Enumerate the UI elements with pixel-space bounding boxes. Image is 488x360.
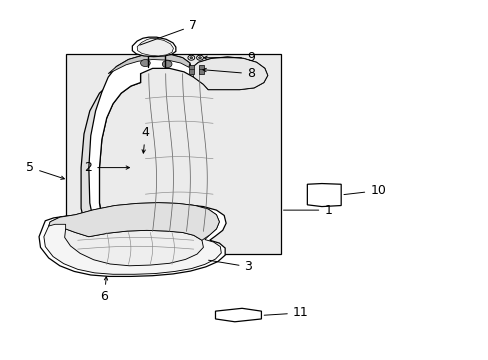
Text: 4: 4 — [141, 126, 149, 153]
Polygon shape — [137, 39, 173, 56]
Polygon shape — [81, 74, 140, 235]
Polygon shape — [132, 37, 176, 57]
Text: 3: 3 — [208, 260, 252, 273]
Polygon shape — [215, 308, 261, 322]
Polygon shape — [89, 54, 267, 235]
Text: 6: 6 — [100, 277, 108, 303]
Text: 7: 7 — [140, 19, 197, 45]
Polygon shape — [307, 184, 341, 207]
Text: 9: 9 — [203, 51, 254, 64]
Text: 2: 2 — [84, 161, 129, 174]
Polygon shape — [108, 54, 189, 74]
Circle shape — [198, 57, 201, 59]
Circle shape — [196, 55, 203, 60]
Circle shape — [140, 59, 150, 67]
Text: 8: 8 — [203, 67, 254, 80]
Polygon shape — [64, 229, 203, 266]
Bar — [65, 54, 280, 255]
Circle shape — [189, 57, 192, 59]
Text: 11: 11 — [264, 306, 308, 319]
Text: 5: 5 — [26, 161, 64, 179]
Circle shape — [162, 60, 172, 68]
Polygon shape — [39, 204, 225, 276]
Circle shape — [187, 55, 194, 60]
Polygon shape — [191, 57, 267, 90]
Polygon shape — [44, 203, 221, 274]
Bar — [199, 65, 203, 74]
Text: 10: 10 — [343, 184, 386, 197]
Polygon shape — [49, 203, 219, 240]
Text: 1: 1 — [283, 204, 331, 217]
Bar — [189, 65, 194, 74]
